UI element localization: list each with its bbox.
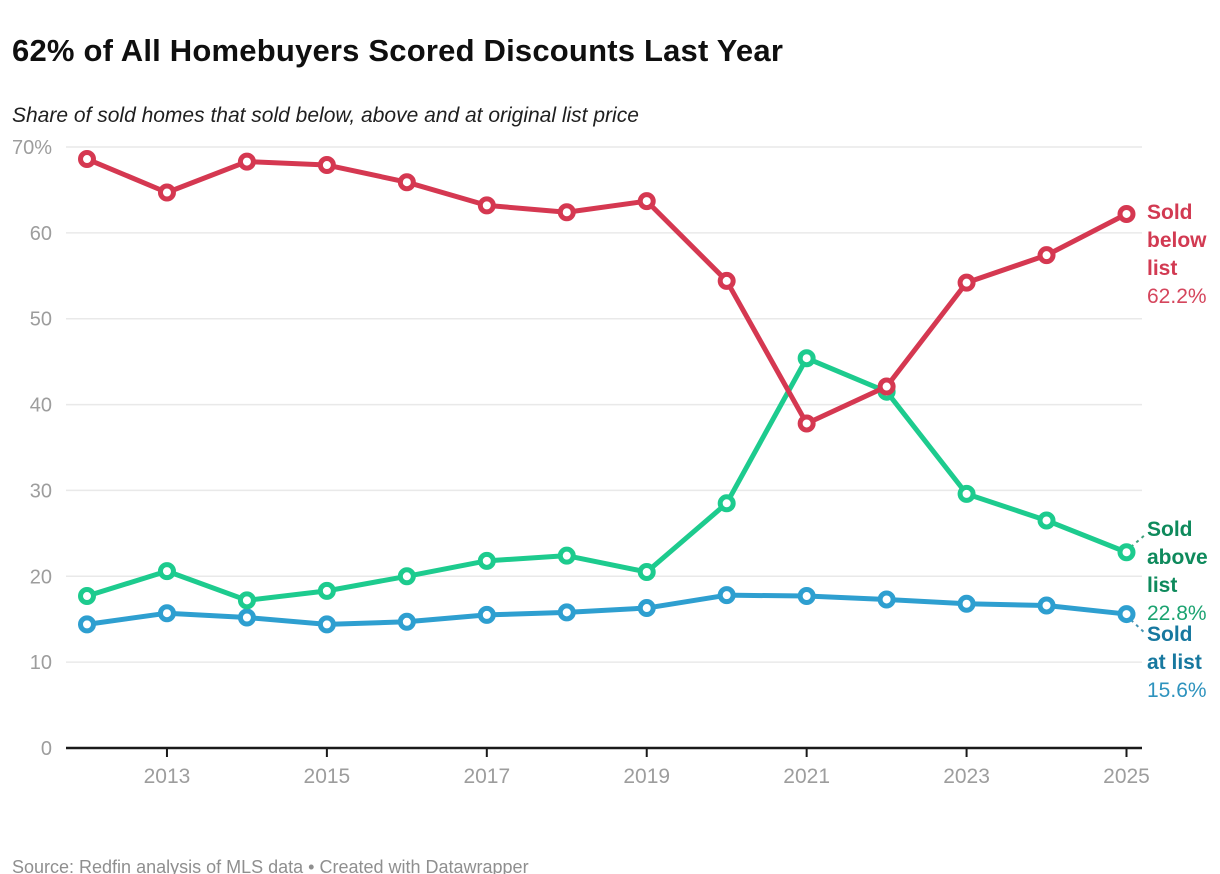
series-label-line: Sold bbox=[1147, 518, 1193, 541]
y-axis-tick-label: 30 bbox=[30, 480, 52, 502]
y-axis-tick-label: 0 bbox=[41, 738, 52, 760]
data-point-marker bbox=[1117, 204, 1136, 223]
data-point-marker bbox=[78, 587, 96, 606]
y-axis-tick-label: 10 bbox=[30, 652, 52, 674]
data-point-marker bbox=[637, 562, 656, 581]
data-point-marker bbox=[1117, 543, 1136, 562]
y-axis-tick-label: 70% bbox=[12, 137, 52, 159]
series-label-line: list bbox=[1147, 257, 1178, 280]
data-point-marker bbox=[557, 546, 576, 565]
data-point-marker bbox=[317, 615, 336, 634]
x-axis-tick-label: 2025 bbox=[1103, 765, 1150, 788]
x-axis-tick-label: 2023 bbox=[943, 765, 990, 788]
chart-subtitle: Share of sold homes that sold below, abo… bbox=[12, 104, 639, 127]
series-label-line: above bbox=[1147, 546, 1208, 569]
y-axis-tick-label: 60 bbox=[30, 223, 52, 245]
x-axis-tick-label: 2021 bbox=[783, 765, 830, 788]
data-point-marker bbox=[957, 484, 976, 503]
data-point-marker bbox=[1037, 596, 1056, 615]
data-point-marker bbox=[797, 349, 816, 368]
series-label-line: list bbox=[1147, 574, 1178, 597]
label-connector bbox=[1130, 533, 1147, 548]
series-value-label: 15.6% bbox=[1147, 679, 1207, 702]
series-label-sold-below-list: Sold below list 62.2% bbox=[1147, 199, 1219, 311]
series-value-label: 22.8% bbox=[1147, 602, 1207, 625]
data-point-marker bbox=[317, 156, 336, 175]
series-line-sold-at-list bbox=[84, 592, 1129, 627]
data-point-marker bbox=[877, 377, 896, 396]
x-axis-tick-label: 2019 bbox=[623, 765, 670, 788]
data-point-marker bbox=[797, 414, 816, 433]
data-point-marker bbox=[557, 603, 576, 622]
data-point-marker bbox=[717, 586, 736, 605]
data-point-marker bbox=[78, 150, 96, 169]
series-label-line: at list bbox=[1147, 651, 1202, 674]
data-point-marker bbox=[637, 192, 656, 211]
data-point-marker bbox=[717, 494, 736, 513]
data-point-marker bbox=[1037, 246, 1056, 265]
data-point-marker bbox=[397, 173, 416, 192]
data-point-marker bbox=[477, 551, 496, 570]
line-chart: 0 10 20 30 40 50 60 70% 2013 2015 2017 2019 2021 2023… bbox=[12, 137, 1150, 788]
source-attribution: Source: Redfin analysis of MLS data • Cr… bbox=[12, 857, 529, 874]
data-point-marker bbox=[877, 590, 896, 609]
data-point-marker bbox=[1117, 605, 1136, 624]
data-point-marker bbox=[317, 581, 336, 600]
data-point-marker bbox=[397, 612, 416, 631]
chart-title: 62% of All Homebuyers Scored Discounts L… bbox=[12, 32, 784, 68]
data-point-marker bbox=[237, 591, 256, 610]
data-point-marker bbox=[477, 196, 496, 215]
x-axis-tick-label: 2013 bbox=[144, 765, 191, 788]
data-point-marker bbox=[957, 273, 976, 292]
data-point-marker bbox=[557, 203, 576, 222]
label-connector bbox=[1130, 619, 1147, 635]
data-point-marker bbox=[717, 271, 736, 290]
data-point-marker bbox=[237, 152, 256, 171]
data-point-marker bbox=[957, 594, 976, 613]
y-axis-tick-label: 50 bbox=[30, 309, 52, 331]
data-point-marker bbox=[1037, 511, 1056, 530]
data-point-marker bbox=[157, 604, 176, 623]
y-axis-tick-label: 20 bbox=[30, 566, 52, 588]
series-label-line: Sold bbox=[1147, 201, 1193, 224]
series-label-line: Sold bbox=[1147, 623, 1193, 646]
x-axis-tick-label: 2015 bbox=[304, 765, 351, 788]
data-point-marker bbox=[237, 608, 256, 627]
series-line-sold-above-list bbox=[84, 355, 1129, 603]
data-point-marker bbox=[797, 587, 816, 606]
data-point-marker bbox=[157, 562, 176, 581]
series-label-sold-at-list: Sold at list 15.6% bbox=[1147, 621, 1219, 705]
data-point-marker bbox=[157, 183, 176, 202]
series-line-sold-below-list bbox=[84, 156, 1129, 426]
y-axis-tick-label: 40 bbox=[30, 395, 52, 417]
series-value-label: 62.2% bbox=[1147, 285, 1207, 308]
data-point-marker bbox=[637, 599, 656, 618]
data-point-marker bbox=[477, 605, 496, 624]
series-label-sold-above-list: Sold above list 22.8% bbox=[1147, 516, 1219, 628]
data-point-marker bbox=[397, 567, 416, 586]
series-label-line: below bbox=[1147, 229, 1207, 252]
x-axis-tick-label: 2017 bbox=[463, 765, 510, 788]
data-point-marker bbox=[78, 615, 96, 634]
